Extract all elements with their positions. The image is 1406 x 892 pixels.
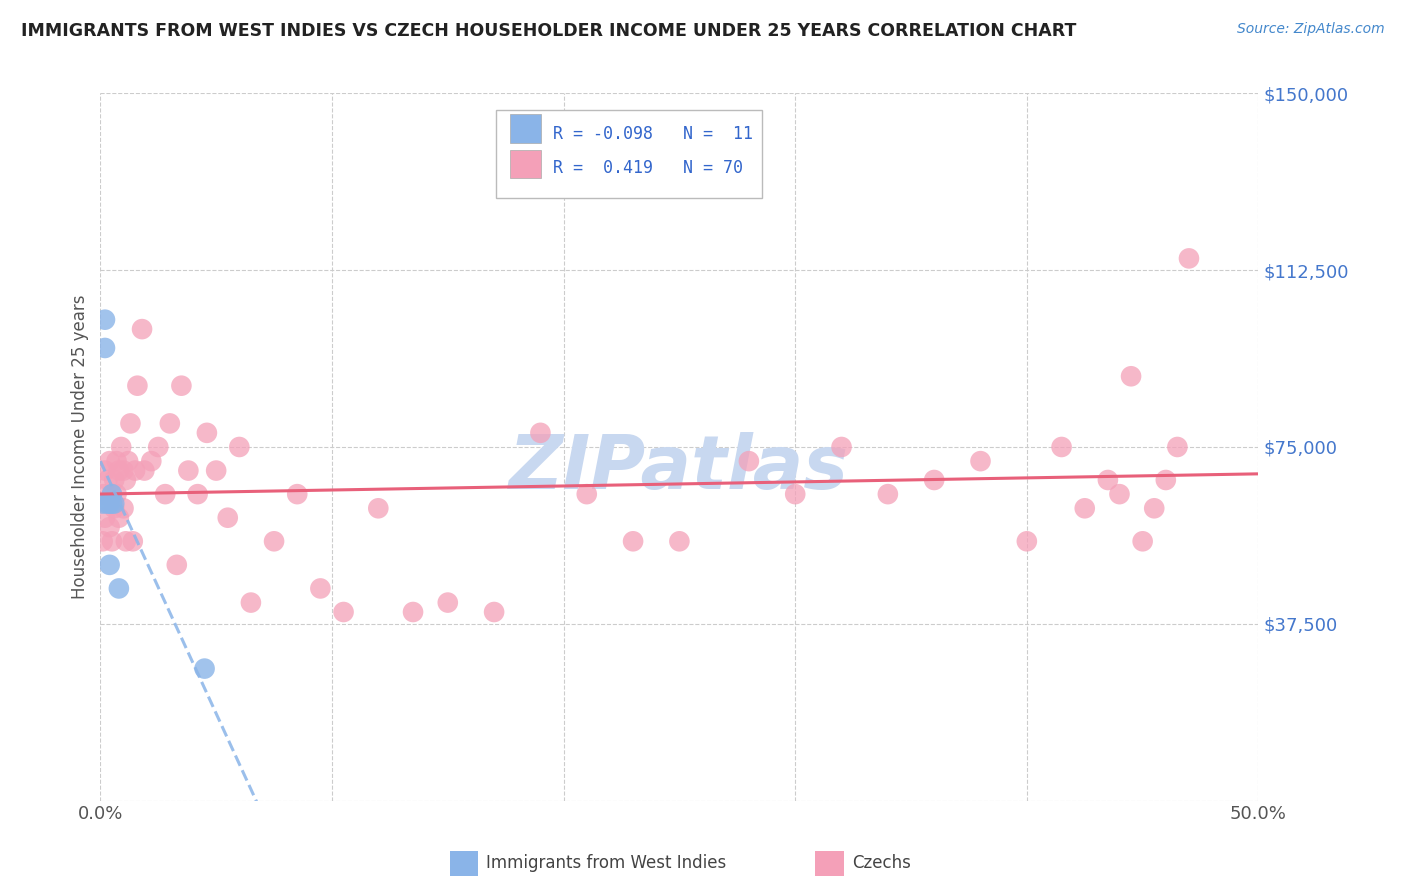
- Point: [529, 425, 551, 440]
- Point: [1050, 440, 1073, 454]
- Point: [876, 487, 898, 501]
- Point: [1154, 473, 1177, 487]
- Point: [166, 558, 188, 572]
- Point: [96, 497, 118, 511]
- Point: [217, 510, 239, 524]
- Point: [785, 487, 807, 501]
- Point: [332, 605, 354, 619]
- Point: [131, 322, 153, 336]
- Point: [309, 582, 332, 596]
- Point: [155, 487, 177, 501]
- Point: [114, 473, 136, 487]
- Point: [205, 464, 228, 478]
- Point: [148, 440, 170, 454]
- Point: [101, 487, 124, 501]
- Y-axis label: Householder Income Under 25 years: Householder Income Under 25 years: [72, 294, 89, 599]
- Point: [159, 417, 181, 431]
- Text: R =  0.419   N = 70: R = 0.419 N = 70: [553, 159, 742, 177]
- Point: [94, 464, 117, 478]
- Point: [1074, 501, 1097, 516]
- Text: ZIPatlas: ZIPatlas: [509, 432, 849, 505]
- Point: [114, 534, 136, 549]
- Text: IMMIGRANTS FROM WEST INDIES VS CZECH HOUSEHOLDER INCOME UNDER 25 YEARS CORRELATI: IMMIGRANTS FROM WEST INDIES VS CZECH HOU…: [21, 22, 1077, 40]
- Point: [112, 464, 135, 478]
- Point: [621, 534, 644, 549]
- Text: R = -0.098   N =  11: R = -0.098 N = 11: [553, 125, 752, 143]
- Point: [1097, 473, 1119, 487]
- Point: [91, 497, 114, 511]
- Point: [110, 440, 132, 454]
- Point: [124, 464, 146, 478]
- Point: [402, 605, 425, 619]
- Point: [1143, 501, 1166, 516]
- Point: [482, 605, 505, 619]
- Point: [108, 464, 131, 478]
- Point: [103, 473, 125, 487]
- Point: [117, 454, 139, 468]
- Point: [112, 501, 135, 516]
- Point: [105, 454, 128, 468]
- Point: [101, 487, 124, 501]
- Point: [1166, 440, 1188, 454]
- Point: [969, 454, 991, 468]
- Point: [575, 487, 598, 501]
- Point: [194, 662, 217, 676]
- Point: [98, 454, 121, 468]
- Point: [94, 341, 117, 355]
- Point: [101, 497, 124, 511]
- Point: [1178, 252, 1201, 266]
- Point: [187, 487, 209, 501]
- Point: [91, 487, 114, 501]
- Text: Source: ZipAtlas.com: Source: ZipAtlas.com: [1237, 22, 1385, 37]
- Point: [228, 440, 250, 454]
- Point: [94, 510, 117, 524]
- Point: [98, 520, 121, 534]
- Point: [1015, 534, 1038, 549]
- Point: [831, 440, 853, 454]
- Point: [121, 534, 143, 549]
- Point: [738, 454, 761, 468]
- Point: [170, 378, 193, 392]
- Point: [1108, 487, 1130, 501]
- Point: [239, 596, 262, 610]
- Point: [141, 454, 163, 468]
- Text: Immigrants from West Indies: Immigrants from West Indies: [486, 855, 727, 872]
- Point: [91, 534, 114, 549]
- Point: [668, 534, 690, 549]
- Point: [1132, 534, 1154, 549]
- Point: [1119, 369, 1142, 384]
- Point: [285, 487, 308, 501]
- Point: [195, 425, 218, 440]
- Point: [96, 473, 118, 487]
- Point: [98, 497, 121, 511]
- Point: [108, 510, 131, 524]
- Point: [177, 464, 200, 478]
- Point: [922, 473, 945, 487]
- Point: [120, 417, 142, 431]
- Point: [103, 497, 125, 511]
- Text: Czechs: Czechs: [852, 855, 911, 872]
- Point: [94, 312, 117, 326]
- Point: [103, 501, 125, 516]
- Point: [96, 497, 118, 511]
- Point: [367, 501, 389, 516]
- Point: [101, 534, 124, 549]
- Point: [127, 378, 149, 392]
- Point: [436, 596, 458, 610]
- Point: [108, 582, 131, 596]
- Point: [134, 464, 156, 478]
- Point: [98, 558, 121, 572]
- Point: [105, 487, 128, 501]
- Point: [263, 534, 285, 549]
